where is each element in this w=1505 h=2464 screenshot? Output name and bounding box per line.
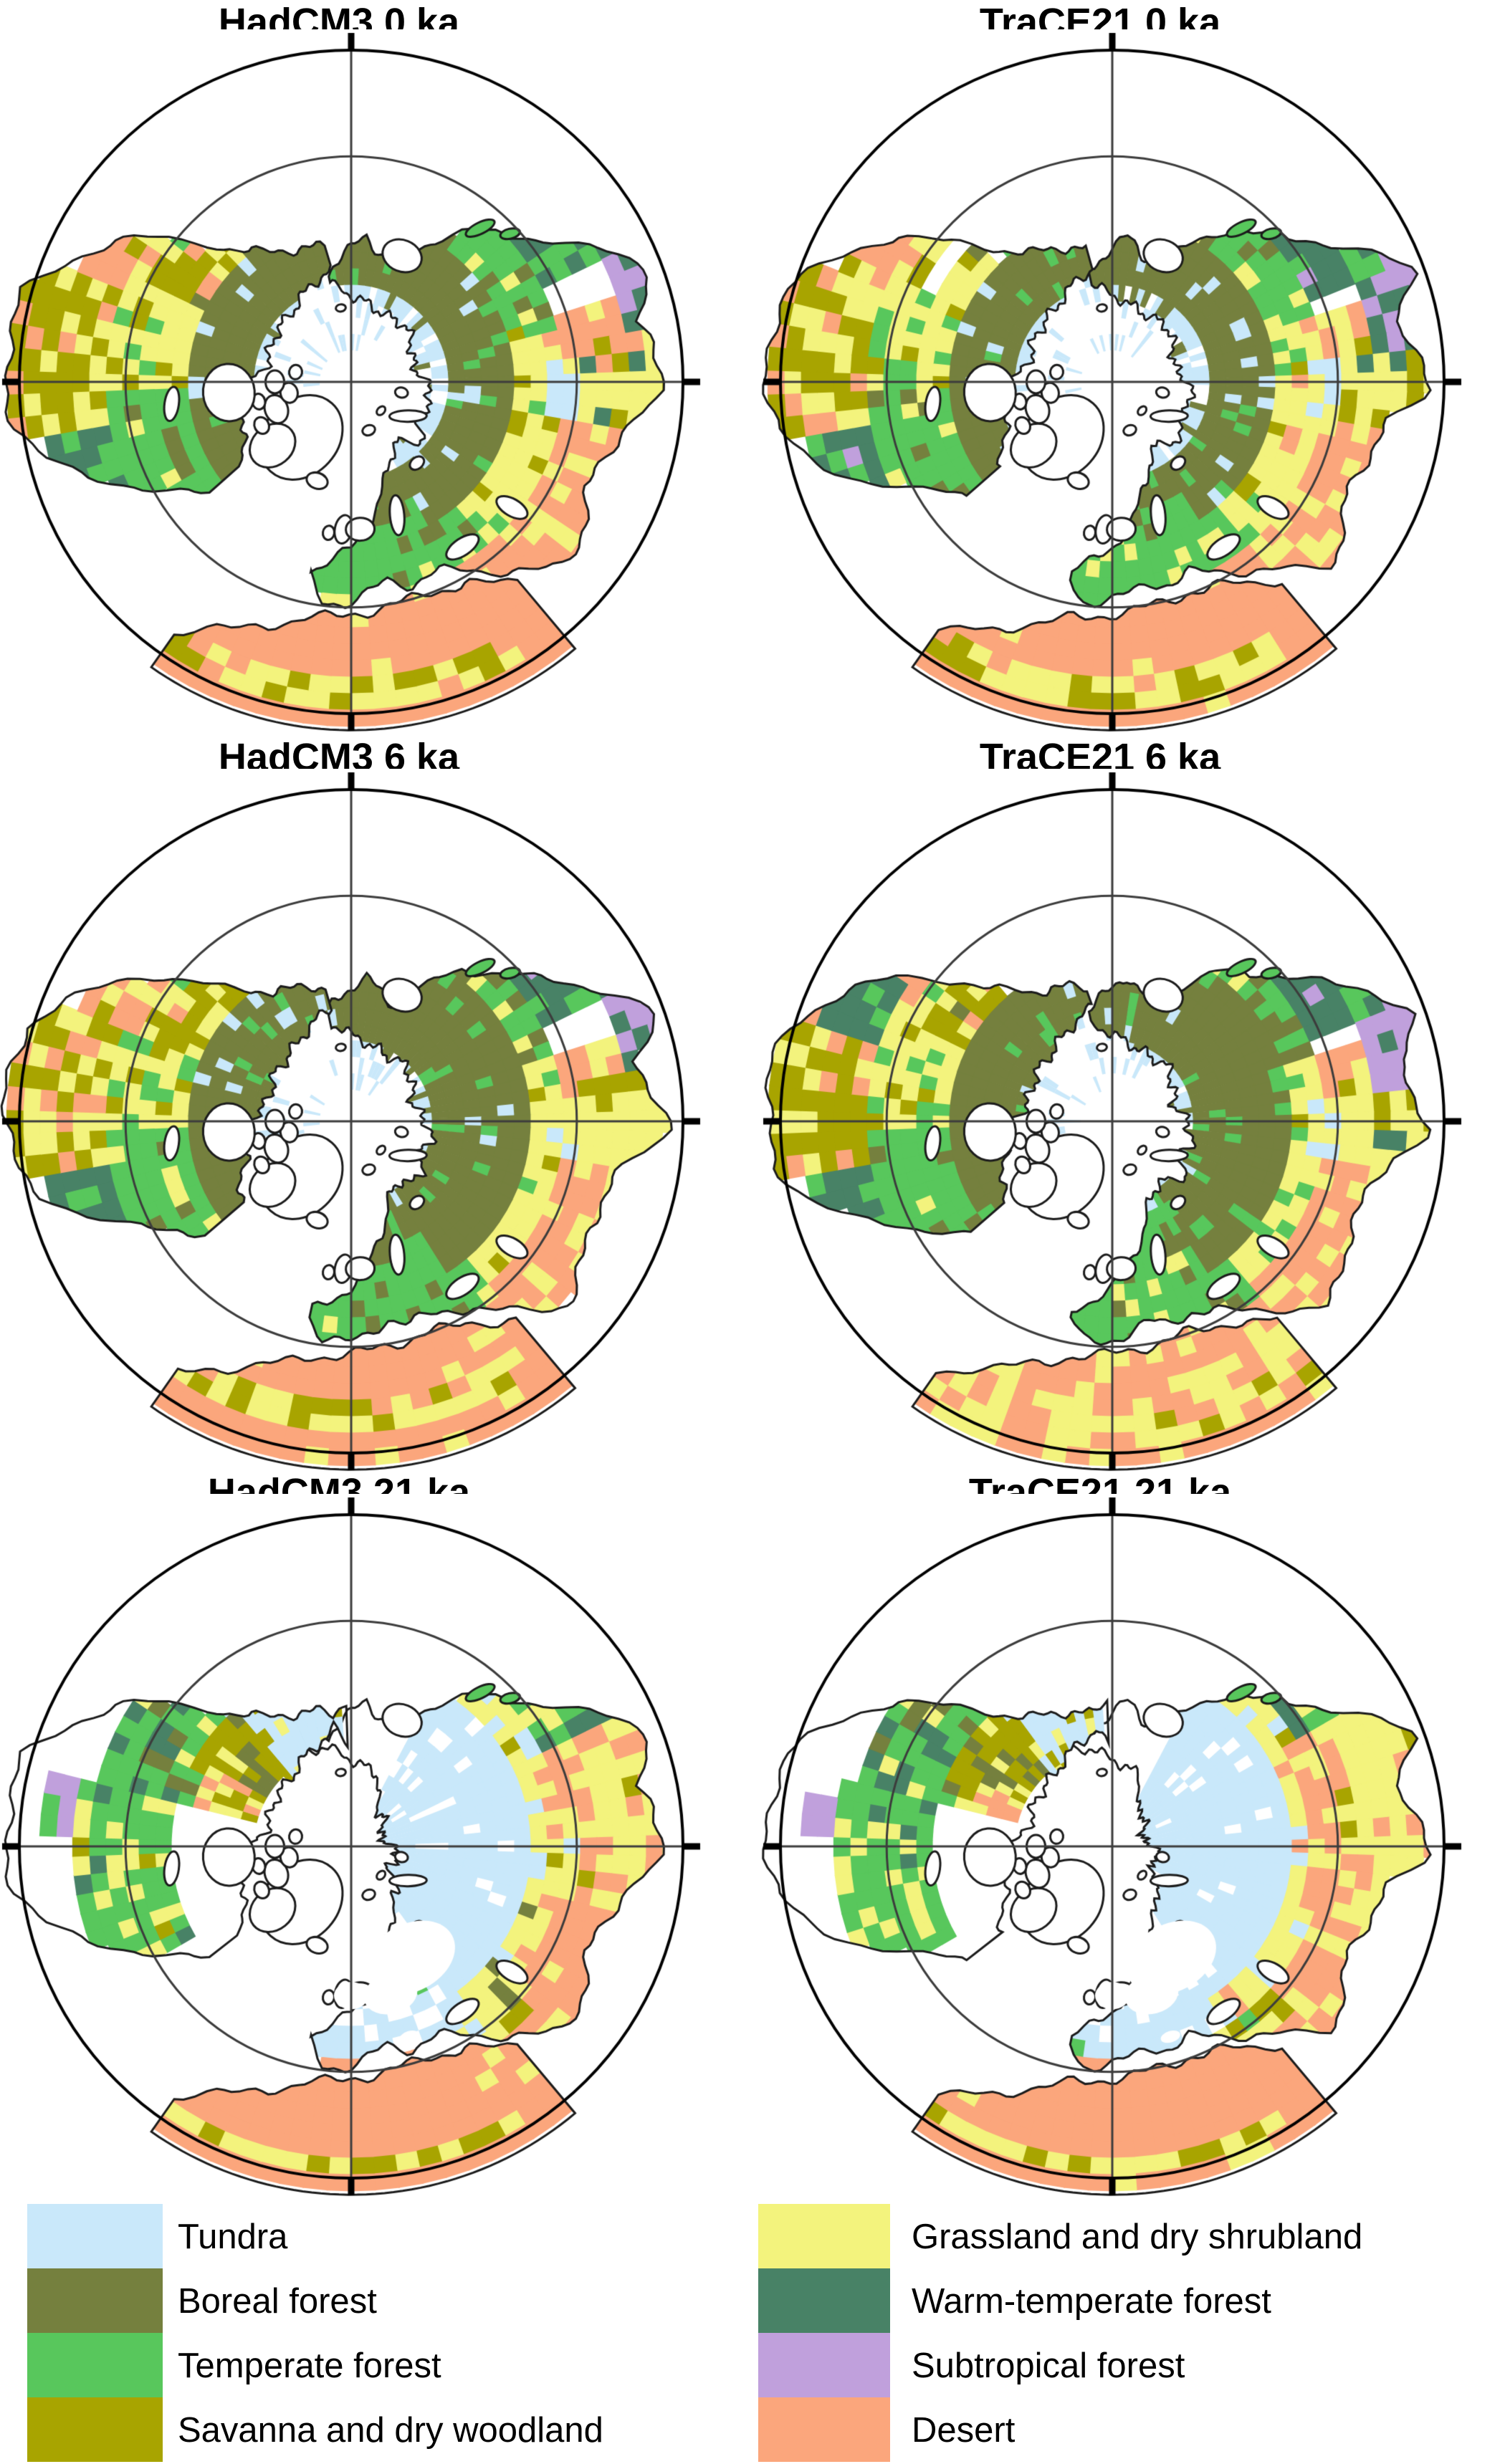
map-panel-trace21-0ka: TraCE21 0 ka xyxy=(760,0,1468,745)
legend-swatch-temperate-forest xyxy=(27,2333,163,2397)
map-canvas-trace21-6ka xyxy=(760,769,1468,1477)
map-canvas-trace21-0ka xyxy=(760,29,1468,737)
legend-label-warm-temperate-forest: Warm-temperate forest xyxy=(912,2282,1271,2321)
map-canvas-hadcm3-6ka xyxy=(0,769,707,1477)
legend-swatch-boreal-forest xyxy=(27,2268,163,2333)
legend: Tundra Boreal forest Temperate forest Sa… xyxy=(0,2204,1505,2464)
legend-swatch-subtropical-forest xyxy=(758,2333,890,2397)
map-panel-hadcm3-21ka: HadCM3 21 ka xyxy=(0,1462,707,2207)
legend-label-subtropical-forest: Subtropical forest xyxy=(912,2346,1185,2385)
map-panel-trace21-21ka: TraCE21 21 ka xyxy=(760,1462,1468,2207)
legend-label-temperate-forest: Temperate forest xyxy=(178,2346,441,2385)
legend-label-grassland: Grassland and dry shrubland xyxy=(912,2218,1363,2256)
map-panel-trace21-6ka: TraCE21 6 ka xyxy=(760,729,1468,1477)
legend-label-desert: Desert xyxy=(912,2411,1016,2450)
legend-swatch-grassland xyxy=(758,2204,890,2268)
map-panel-hadcm3-6ka: HadCM3 6 ka xyxy=(0,729,707,1477)
legend-swatch-desert xyxy=(758,2397,890,2462)
legend-swatch-tundra xyxy=(27,2204,163,2268)
legend-swatch-warm-temperate-forest xyxy=(758,2268,890,2333)
map-canvas-hadcm3-0ka xyxy=(0,29,707,737)
legend-label-tundra: Tundra xyxy=(178,2218,288,2256)
legend-label-savanna: Savanna and dry woodland xyxy=(178,2411,603,2450)
legend-swatch-savanna xyxy=(27,2397,163,2462)
map-canvas-trace21-21ka xyxy=(760,1494,1468,2202)
map-panel-hadcm3-0ka: HadCM3 0 ka xyxy=(0,0,707,745)
map-canvas-hadcm3-21ka xyxy=(0,1494,707,2202)
legend-label-boreal-forest: Boreal forest xyxy=(178,2282,377,2321)
